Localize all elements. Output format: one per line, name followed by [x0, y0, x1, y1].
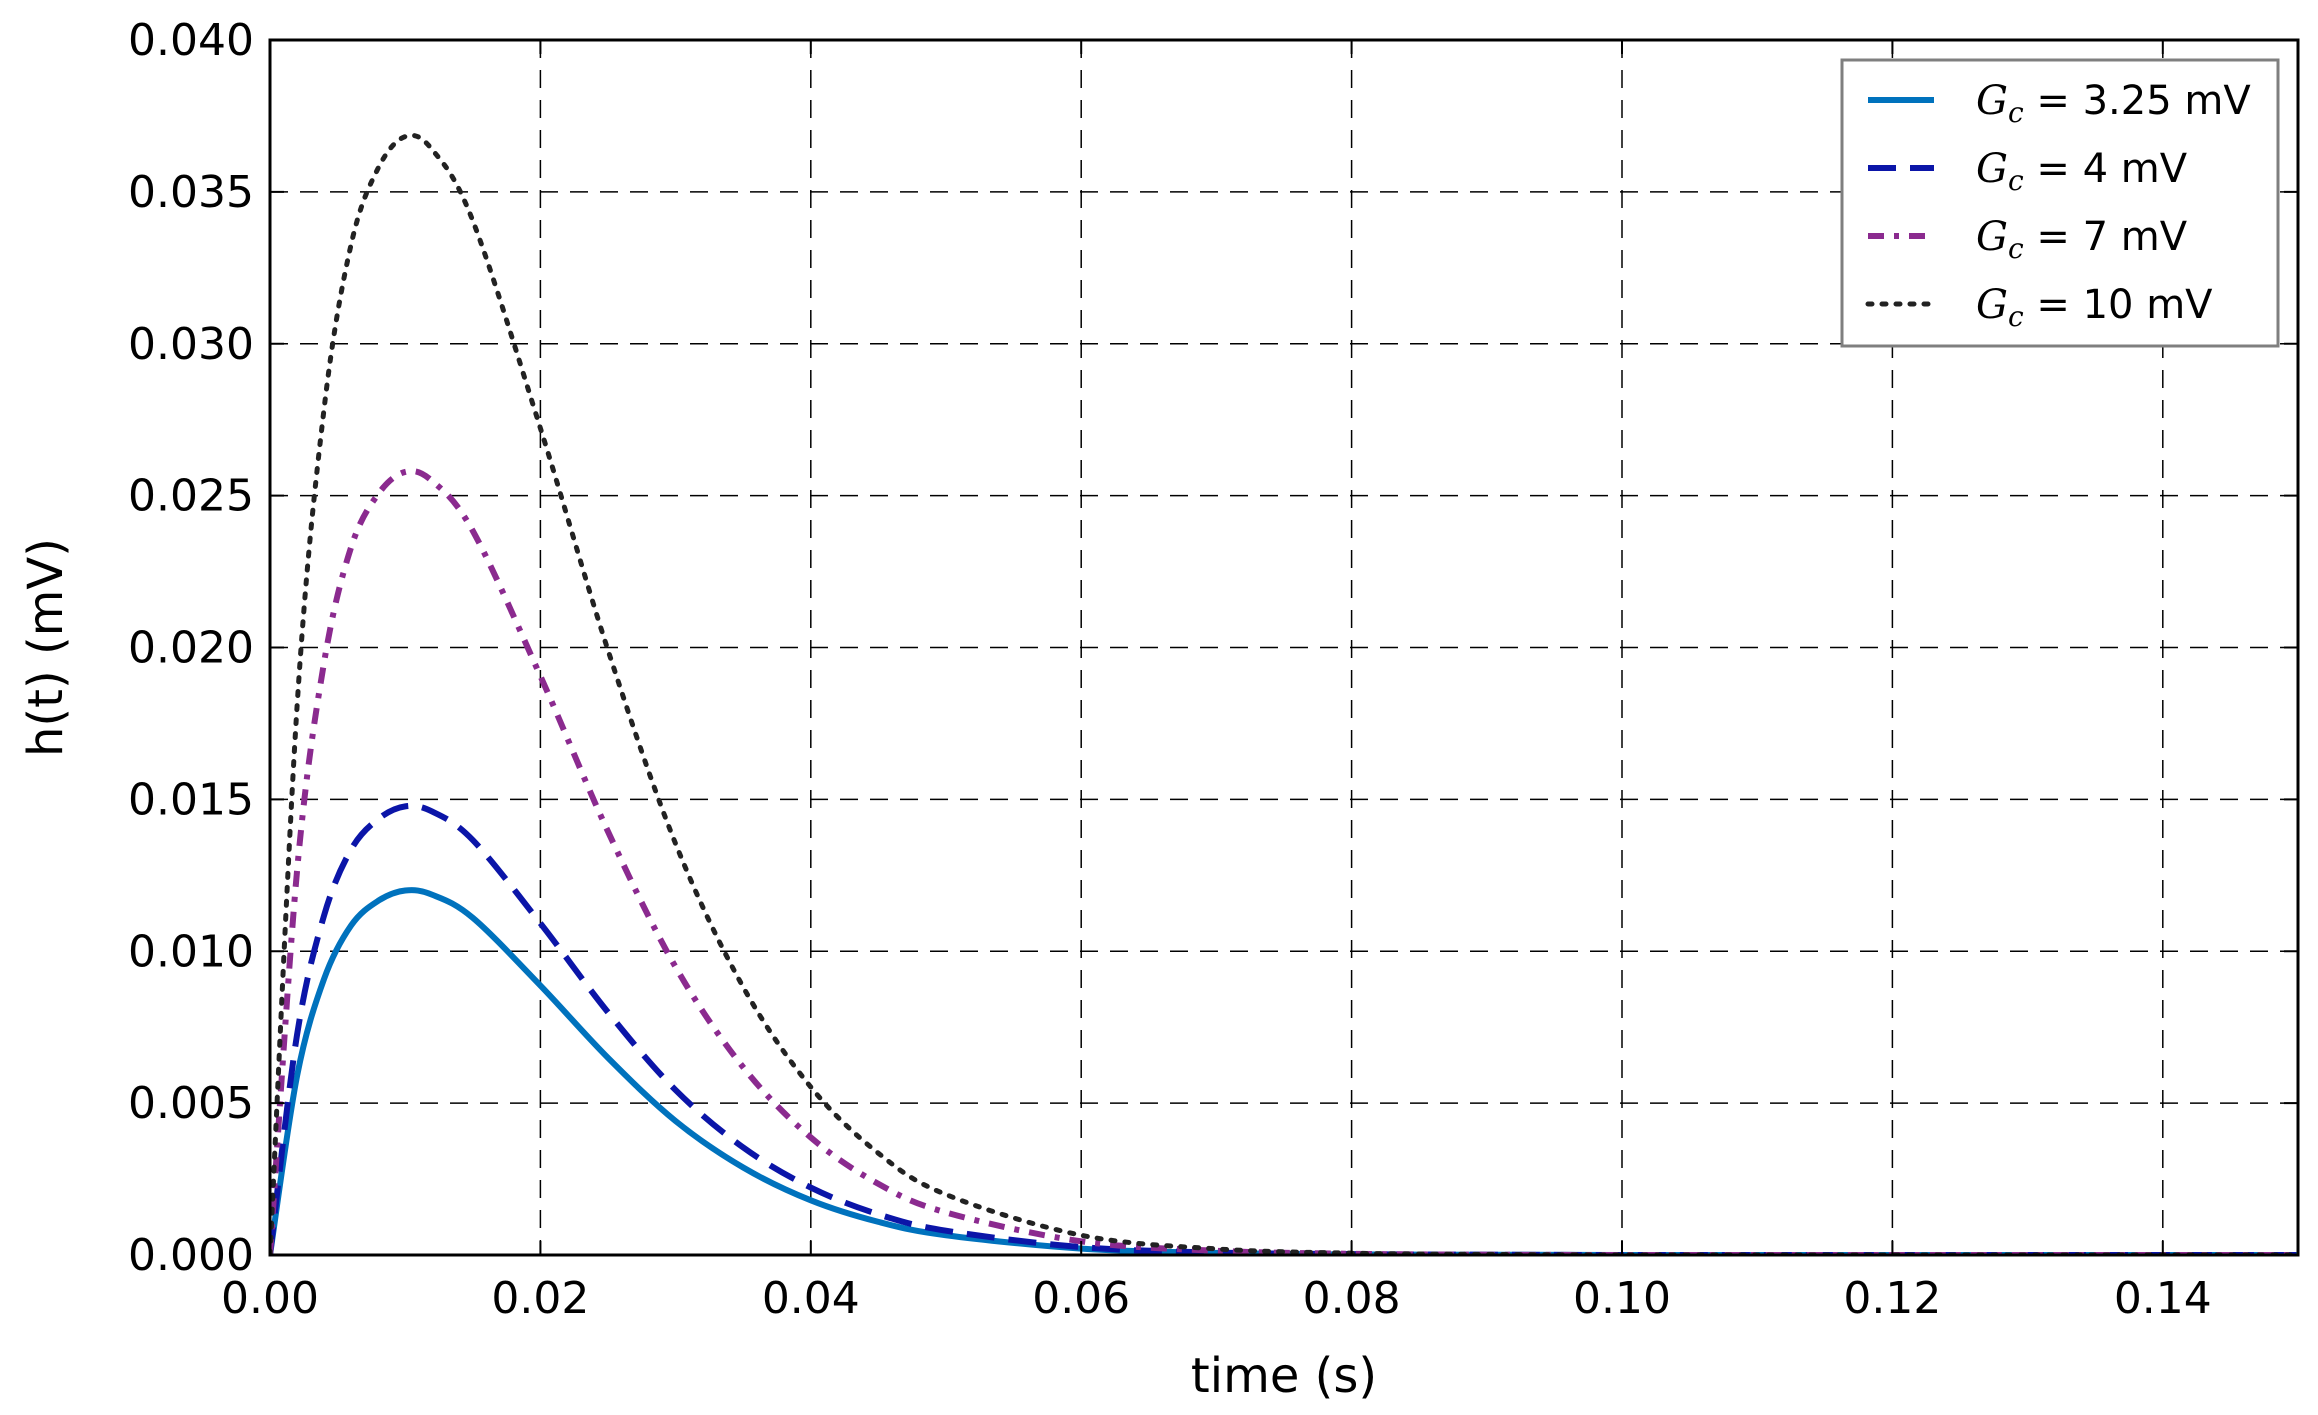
legend-symbol: G	[1976, 78, 2008, 124]
y-tick-label: 0.035	[128, 167, 254, 218]
y-tick-label: 0.015	[128, 774, 254, 825]
x-tick-label: 0.00	[221, 1273, 319, 1324]
legend-value: = 4 mV	[2024, 146, 2188, 192]
series-line-3	[270, 468, 2298, 1255]
legend-entry-1: Gc = 3.25 mV	[1976, 78, 2251, 129]
x-tick-label: 0.14	[2114, 1273, 2212, 1324]
legend-value: = 7 mV	[2024, 214, 2188, 260]
y-tick-label: 0.000	[128, 1230, 254, 1281]
y-tick-label: 0.005	[128, 1078, 254, 1129]
x-tick-label: 0.10	[1573, 1273, 1671, 1324]
legend-subscript: c	[2008, 232, 2024, 265]
legend-entry-4: Gc = 10 mV	[1976, 282, 2213, 333]
legend-value: = 10 mV	[2024, 282, 2214, 328]
y-tick-label: 0.025	[128, 471, 254, 522]
x-tick-label: 0.04	[762, 1273, 860, 1324]
legend-entry-2: Gc = 4 mV	[1976, 146, 2188, 197]
ticks	[269, 39, 2298, 1256]
x-axis-label: time (s)	[1191, 1348, 1377, 1404]
x-tick-label: 0.08	[1303, 1273, 1401, 1324]
legend-symbol: G	[1976, 146, 2008, 192]
legend-symbol: G	[1976, 214, 2008, 260]
y-axis-label: h(t) (mV)	[18, 538, 74, 757]
y-tick-label: 0.010	[128, 926, 254, 977]
legend-entry-3: Gc = 7 mV	[1976, 214, 2188, 265]
legend-symbol: G	[1976, 282, 2008, 328]
x-tick-label: 0.02	[491, 1273, 589, 1324]
legend-value: = 3.25 mV	[2024, 78, 2252, 124]
legend-subscript: c	[2008, 300, 2024, 333]
y-tick-label: 0.040	[128, 15, 254, 66]
x-tick-labels: 0.00 0.02 0.04 0.06 0.08 0.10 0.12 0.14	[221, 1273, 2212, 1324]
y-tick-label: 0.030	[128, 319, 254, 370]
y-tick-label: 0.020	[128, 623, 254, 674]
x-tick-label: 0.12	[1843, 1273, 1941, 1324]
legend-subscript: c	[2008, 164, 2024, 197]
y-tick-labels: 0.000 0.005 0.010 0.015 0.020 0.025 0.030 0.035…	[128, 15, 254, 1281]
legend-subscript: c	[2008, 96, 2024, 129]
x-tick-label: 0.06	[1032, 1273, 1130, 1324]
legend-box	[1840, 58, 2280, 348]
